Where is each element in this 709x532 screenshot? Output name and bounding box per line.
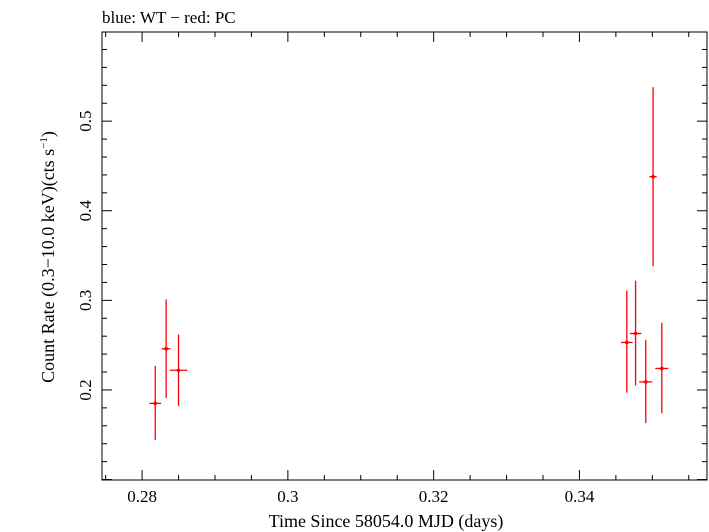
data-points [149, 87, 669, 441]
y-tick-label: 0.4 [76, 200, 95, 222]
x-tick-label: 0.32 [419, 487, 449, 506]
plot-frame [101, 31, 708, 481]
data-marker [643, 380, 648, 384]
y-axis-label-close: ) [38, 131, 59, 137]
data-marker [633, 331, 638, 336]
data-point [169, 334, 188, 407]
y-tick-label: 0.3 [76, 290, 95, 311]
x-tick-label: 0.28 [127, 487, 157, 506]
data-marker [660, 366, 664, 371]
data-marker [651, 174, 655, 179]
y-tick-label: 0.5 [76, 111, 95, 132]
chart-title: blue: WT − red: PC [102, 8, 236, 27]
data-marker [176, 368, 181, 373]
data-point [620, 290, 633, 393]
data-marker [164, 346, 168, 351]
data-point [161, 299, 171, 399]
data-point [629, 280, 642, 386]
y-tick-label: 0.2 [76, 379, 95, 400]
axis-ticks [102, 32, 707, 481]
axis-tick-labels: 0.28 0.3 0.32 0.34 0.2 0.3 0.4 0.5 [76, 111, 595, 506]
x-tick-label: 0.3 [277, 487, 298, 506]
data-marker [625, 340, 629, 345]
data-marker [153, 401, 158, 406]
data-point [149, 365, 162, 441]
y-axis-label: Count Rate (0.3−10.0 keV)(cts s−1) [38, 131, 59, 383]
x-tick-label: 0.34 [565, 487, 595, 506]
y-axis-label-superscript: −1 [38, 137, 50, 149]
y-axis-label-main: Count Rate (0.3−10.0 keV)(cts s [38, 149, 59, 383]
data-point [655, 322, 669, 414]
data-point [649, 87, 657, 267]
data-point [639, 339, 653, 424]
x-axis-label: Time Since 58054.0 MJD (days) [269, 511, 504, 532]
